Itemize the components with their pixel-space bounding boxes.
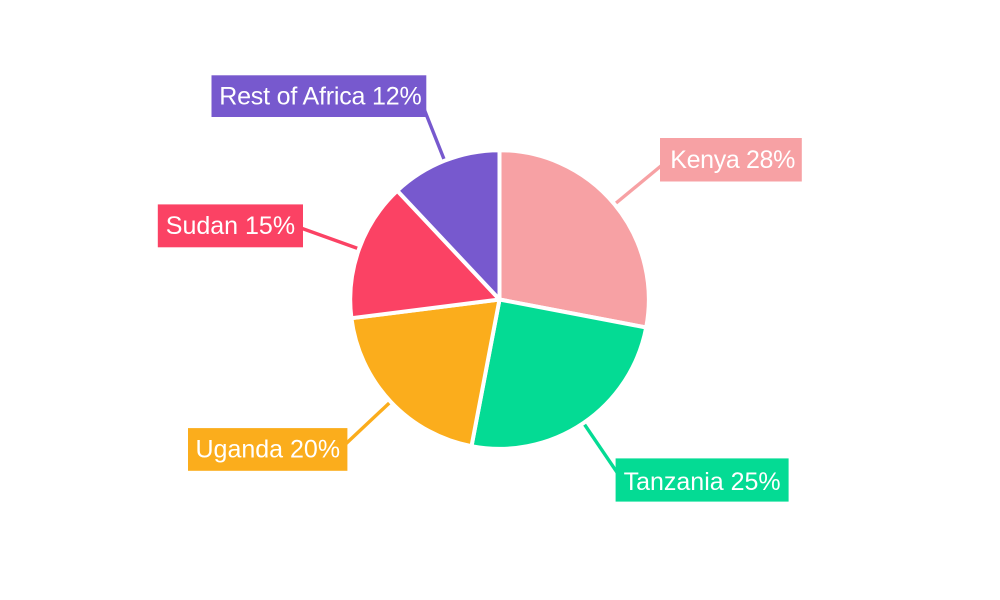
- svg-text:Sudan 15%: Sudan 15%: [166, 212, 295, 240]
- svg-text:Tanzania 25%: Tanzania 25%: [624, 468, 781, 496]
- svg-text:Kenya 28%: Kenya 28%: [670, 146, 795, 174]
- svg-text:Uganda 20%: Uganda 20%: [196, 436, 341, 464]
- svg-text:Rest of Africa 12%: Rest of Africa 12%: [219, 83, 422, 111]
